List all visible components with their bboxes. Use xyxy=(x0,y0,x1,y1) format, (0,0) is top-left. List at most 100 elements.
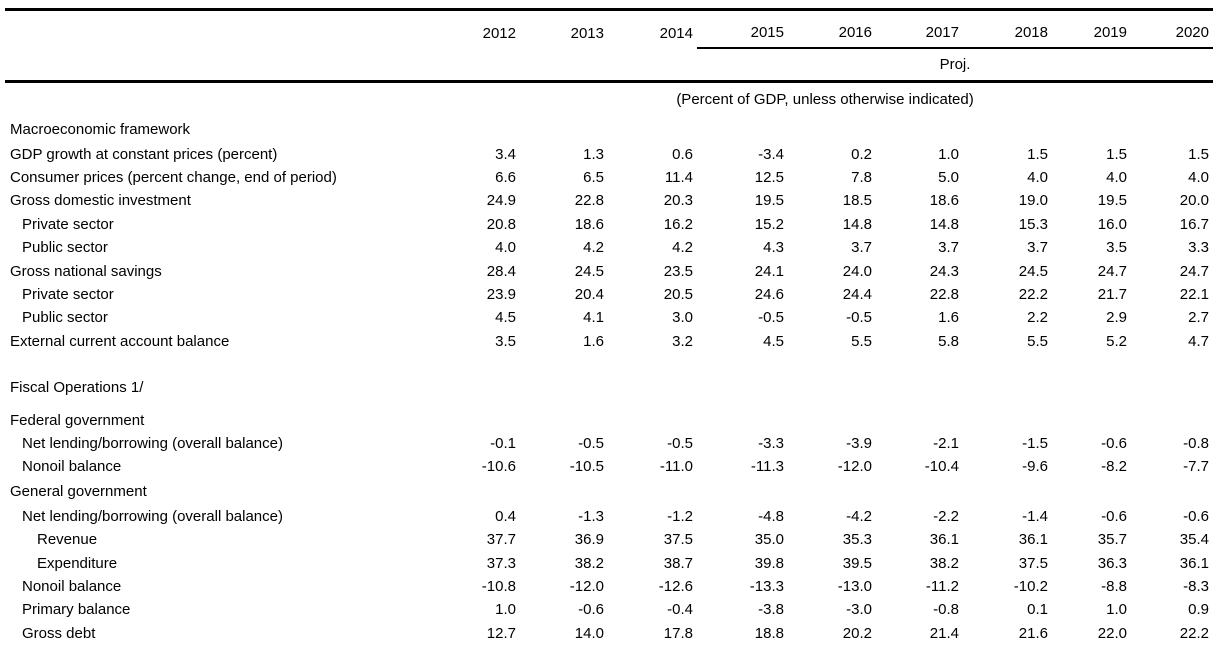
value-cell xyxy=(697,376,788,399)
value-cell xyxy=(788,479,876,505)
value-cell xyxy=(697,479,788,505)
value-cell: -4.8 xyxy=(758,507,784,525)
value-cell: 12.7 xyxy=(486,624,516,642)
value-cell: 18.8 xyxy=(754,624,784,642)
value-cell: 3.0 xyxy=(672,309,693,327)
value-cell xyxy=(1131,479,1213,505)
value-cell: 0.4 xyxy=(495,507,516,525)
value-cell: 36.9 xyxy=(574,531,604,549)
value-cell xyxy=(1131,408,1213,431)
row-label: GDP growth at constant prices (percent) xyxy=(10,145,278,163)
value-cell: -13.3 xyxy=(749,577,784,595)
value-cell: 18.6 xyxy=(574,215,604,233)
row-label: Expenditure xyxy=(37,554,118,572)
value-cell: 20.3 xyxy=(663,192,693,210)
value-cell: 22.2 xyxy=(1179,624,1209,642)
value-cell: 38.2 xyxy=(574,554,604,572)
value-cell: 11.4 xyxy=(664,169,693,187)
value-cell: 5.2 xyxy=(1106,332,1127,350)
value-cell: 20.5 xyxy=(663,286,693,304)
row-label: Revenue xyxy=(37,531,98,549)
value-cell: 2.9 xyxy=(1106,309,1127,327)
value-cell: 22.8 xyxy=(574,192,604,210)
value-cell: 0.9 xyxy=(1188,601,1209,619)
value-cell: 38.7 xyxy=(663,554,693,572)
value-cell: 24.6 xyxy=(754,286,784,304)
value-cell: 1.0 xyxy=(1106,601,1127,619)
value-cell xyxy=(1131,376,1213,399)
row-label: General government xyxy=(10,483,147,501)
value-cell: 5.8 xyxy=(938,332,959,350)
value-cell: 24.3 xyxy=(929,262,959,280)
value-cell: 37.7 xyxy=(486,531,516,549)
table-row: Gross debt 12.7 14.0 17.8 18.8 20.2 21.4 21.6 22… xyxy=(5,622,1213,645)
value-cell: 36.3 xyxy=(1097,554,1127,572)
value-cell: 3.7 xyxy=(851,239,872,257)
value-cell: 0.1 xyxy=(1027,601,1048,619)
value-cell: 36.1 xyxy=(1018,531,1048,549)
proj-header-row: Proj. xyxy=(5,47,1213,83)
table-row: Expenditure 37.3 38.2 38.7 39.8 39.5 38.2 37.5 3… xyxy=(5,551,1213,574)
row-label: Gross domestic investment xyxy=(10,192,191,210)
unit-note-row: (Percent of GDP, unless otherwise indica… xyxy=(5,82,1213,116)
value-cell xyxy=(788,408,876,431)
value-cell: -0.5 xyxy=(578,434,604,452)
year-header: 2012 xyxy=(482,24,516,42)
value-cell: -3.4 xyxy=(758,145,784,163)
value-cell: 24.4 xyxy=(842,286,872,304)
value-cell: 38.2 xyxy=(929,554,959,572)
proj-row-spacer xyxy=(5,47,697,83)
value-cell: -0.1 xyxy=(490,434,516,452)
value-cell: -3.9 xyxy=(846,434,872,452)
value-cell: 16.0 xyxy=(1097,215,1127,233)
value-cell: 4.5 xyxy=(495,309,516,327)
value-cell: -0.8 xyxy=(1183,434,1209,452)
value-cell: -2.2 xyxy=(933,507,959,525)
table-row: Nonoil balance -10.6 -10.5 -11.0 -11.3 -12.0 -… xyxy=(5,455,1213,478)
row-label: Consumer prices (percent change, end of … xyxy=(10,169,337,187)
label-column-header xyxy=(5,10,437,48)
table-row: Gross domestic investment 24.9 22.8 20.3 19.… xyxy=(5,189,1213,212)
value-cell: 20.4 xyxy=(574,286,604,304)
value-cell: 35.7 xyxy=(1097,531,1127,549)
unit-note: (Percent of GDP, unless otherwise indica… xyxy=(676,90,974,108)
value-cell: 4.2 xyxy=(672,239,693,257)
table-row: GDP growth at constant prices (percent) 3… xyxy=(5,143,1213,166)
value-cell: 36.1 xyxy=(929,531,959,549)
value-cell: 16.2 xyxy=(663,215,693,233)
value-cell: 12.5 xyxy=(754,169,784,187)
value-cell: -1.5 xyxy=(1022,434,1048,452)
value-cell: 24.1 xyxy=(754,262,784,280)
economic-indicators-table: 2012 2013 2014 2015 2016 2017 2018 2019 2020 Pro… xyxy=(5,8,1213,645)
value-cell: 4.7 xyxy=(1188,332,1209,350)
value-cell: 14.8 xyxy=(842,215,872,233)
year-header: 2016 xyxy=(788,9,876,49)
value-cell: -1.4 xyxy=(1022,507,1048,525)
value-cell: 17.8 xyxy=(663,624,693,642)
value-cell: 15.3 xyxy=(1018,215,1048,233)
year-header: 2018 xyxy=(963,9,1052,49)
value-cell xyxy=(876,116,963,143)
value-cell: 2.2 xyxy=(1027,309,1048,327)
value-cell: 15.2 xyxy=(754,215,784,233)
value-cell: 16.7 xyxy=(1179,215,1209,233)
value-cell xyxy=(437,376,520,399)
value-cell: -0.6 xyxy=(1101,507,1127,525)
unit-note-spacer xyxy=(5,82,437,116)
value-cell xyxy=(608,479,697,505)
value-cell: 24.0 xyxy=(842,262,872,280)
value-cell: -3.8 xyxy=(758,601,784,619)
value-cell: 0.2 xyxy=(851,145,872,163)
value-cell: 3.2 xyxy=(672,332,693,350)
value-cell: -8.3 xyxy=(1183,577,1209,595)
value-cell: 14.8 xyxy=(929,215,959,233)
value-cell xyxy=(876,479,963,505)
value-cell: 24.9 xyxy=(486,192,516,210)
value-cell: -2.1 xyxy=(933,434,959,452)
value-cell: -12.6 xyxy=(658,577,693,595)
value-cell: -10.5 xyxy=(569,458,604,476)
value-cell: 4.1 xyxy=(583,309,604,327)
value-cell: -1.2 xyxy=(667,507,693,525)
table-header: 2012 2013 2014 2015 2016 2017 2018 2019 2020 Pro… xyxy=(5,9,1213,83)
value-cell: 2.7 xyxy=(1188,309,1209,327)
